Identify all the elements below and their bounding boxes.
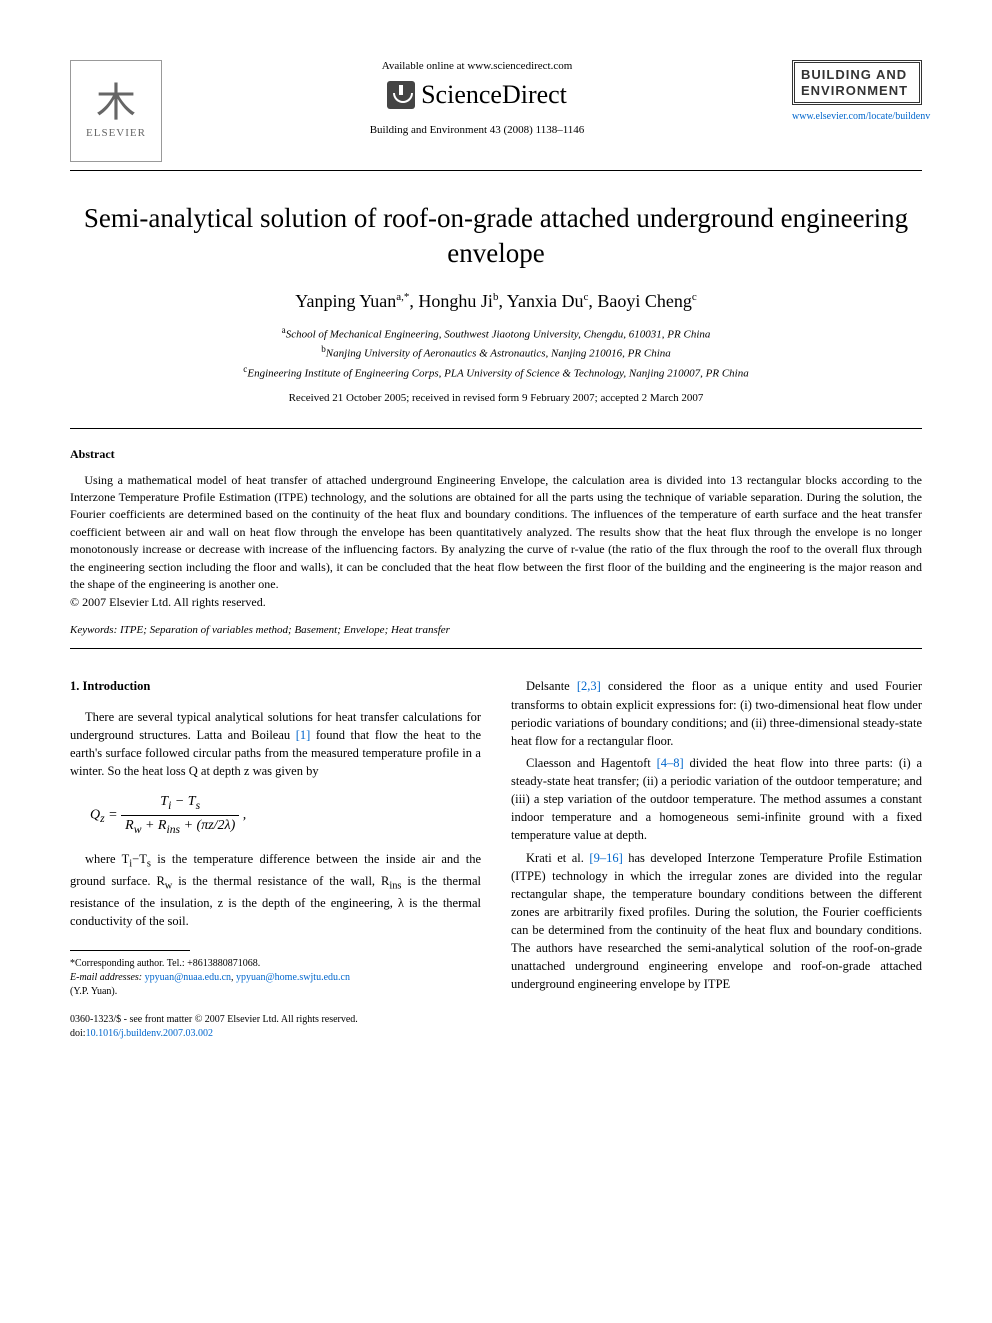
elsevier-label: ELSEVIER [86, 127, 146, 139]
journal-url-link[interactable]: www.elsevier.com/locate/buildenv [792, 111, 922, 122]
keywords-line: Keywords: ITPE; Separation of variables … [70, 624, 922, 636]
affiliation-a: School of Mechanical Engineering, Southw… [286, 329, 711, 341]
journal-reference: Building and Environment 43 (2008) 1138–… [182, 124, 772, 136]
journal-box-line1: BUILDING AND [801, 67, 907, 82]
available-online-text: Available online at www.sciencedirect.co… [182, 60, 772, 72]
right-column: Delsante [2,3] considered the floor as a… [511, 677, 922, 1041]
bottom-info: 0360-1323/$ - see front matter © 2007 El… [70, 1013, 481, 1041]
section-1-heading: 1. Introduction [70, 677, 481, 695]
corresponding-author: *Corresponding author. Tel.: +8613880871… [70, 957, 481, 971]
sciencedirect-text: ScienceDirect [421, 80, 567, 110]
ref-23-link[interactable]: [2,3] [577, 679, 601, 693]
keywords-text: ITPE; Separation of variables method; Ba… [120, 624, 450, 636]
email-1-link[interactable]: ypyuan@nuaa.edu.cn [145, 972, 231, 983]
affiliation-b: Nanjing University of Aeronautics & Astr… [326, 348, 671, 360]
abstract-heading: Abstract [70, 447, 922, 462]
keywords-label: Keywords: [70, 624, 117, 636]
intro-para-1: There are several typical analytical sol… [70, 708, 481, 781]
email-line: E-mail addresses: ypyuan@nuaa.edu.cn, yp… [70, 971, 481, 985]
ref-1-link[interactable]: [1] [296, 728, 311, 742]
right-para-1: Delsante [2,3] considered the floor as a… [511, 677, 922, 750]
footnote-block: *Corresponding author. Tel.: +8613880871… [70, 957, 481, 999]
header-center: Available online at www.sciencedirect.co… [162, 60, 792, 136]
elsevier-logo: ⽊ ELSEVIER [70, 60, 162, 162]
eq-denominator: Rw + Rins + (πz/2λ) [121, 816, 239, 839]
journal-logo-block: BUILDING AND ENVIRONMENT www.elsevier.co… [792, 60, 922, 122]
header-row: ⽊ ELSEVIER Available online at www.scien… [70, 60, 922, 162]
sciencedirect-brand: ScienceDirect [182, 80, 772, 110]
abstract-text: Using a mathematical model of heat trans… [70, 472, 922, 594]
abstract-bottom-rule [70, 648, 922, 649]
page: ⽊ ELSEVIER Available online at www.scien… [0, 0, 992, 1081]
affiliation-c: Engineering Institute of Engineering Cor… [247, 367, 748, 379]
equation-qz: Qz = Ti − TsRw + Rins + (πz/2λ) , [90, 792, 481, 838]
right-para-2: Claesson and Hagentoft [4–8] divided the… [511, 754, 922, 845]
article-dates: Received 21 October 2005; received in re… [70, 392, 922, 404]
two-column-body: 1. Introduction There are several typica… [70, 677, 922, 1041]
article-title: Semi-analytical solution of roof-on-grad… [70, 201, 922, 271]
affiliations: aSchool of Mechanical Engineering, South… [70, 324, 922, 381]
journal-title-box: BUILDING AND ENVIRONMENT [792, 60, 922, 105]
sciencedirect-icon [387, 81, 415, 109]
journal-box-line2: ENVIRONMENT [801, 83, 908, 98]
copyright-line: © 2007 Elsevier Ltd. All rights reserved… [70, 595, 922, 610]
elsevier-tree-icon: ⽊ [96, 83, 136, 123]
ref-48-link[interactable]: [4–8] [657, 756, 684, 770]
doi-line: doi:10.1016/j.buildenv.2007.03.002 [70, 1027, 481, 1041]
author-paren: (Y.P. Yuan). [70, 985, 481, 999]
ref-916-link[interactable]: [9–16] [589, 851, 622, 865]
intro-para-2: where Ti−Ts is the temperature differenc… [70, 850, 481, 929]
authors-line: Yanping Yuana,*, Honghu Jib, Yanxia Duc,… [70, 291, 922, 312]
doi-link[interactable]: 10.1016/j.buildenv.2007.03.002 [86, 1028, 213, 1039]
header-rule [70, 170, 922, 171]
footnote-separator [70, 950, 190, 951]
email-2-link[interactable]: ypyuan@home.swjtu.edu.cn [236, 972, 350, 983]
right-para-3: Krati et al. [9–16] has developed Interz… [511, 849, 922, 994]
left-column: 1. Introduction There are several typica… [70, 677, 481, 1041]
email-label: E-mail addresses: [70, 972, 142, 983]
eq-numerator: Ti − Ts [121, 792, 239, 816]
abstract-top-rule [70, 428, 922, 429]
front-matter-line: 0360-1323/$ - see front matter © 2007 El… [70, 1013, 481, 1027]
